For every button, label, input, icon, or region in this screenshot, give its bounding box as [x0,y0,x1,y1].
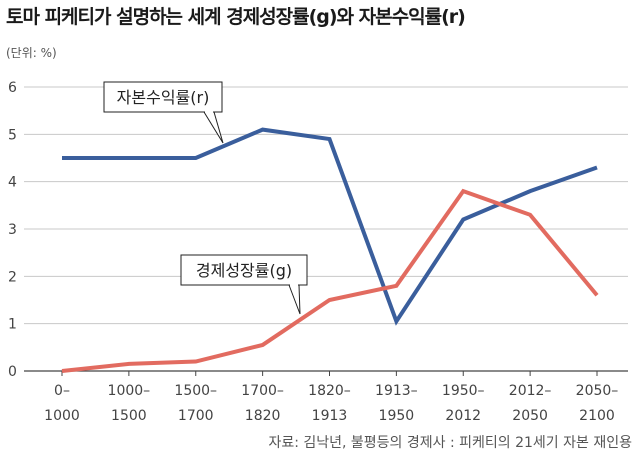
gridlines [24,86,628,372]
x-tick-label: 0– 1000 [44,383,80,424]
x-tick-label: 1700– 1820 [241,383,284,424]
y-axis-tick-labels: 0 1 2 3 4 5 6 [8,80,17,380]
x-tick-label: 1820– 1913 [308,383,351,424]
x-tick-label: 1913– 1950 [375,383,418,424]
x-tick-label: 2012– 2050 [509,383,552,424]
unit-label: (단위: %) [6,46,57,60]
x-axis-tick-labels: 0– 1000 1000– 1500 1500– 1700 1700– 1820 1820– 19… [44,371,618,424]
series-callouts: 자본수익률(r) 경제성장률(g) [103,81,308,315]
x-tick-label-line: 2012– [509,383,552,399]
y-tick-label: 2 [8,269,17,285]
x-tick-label-line: 1820– [308,383,351,399]
x-tick-label: 1950– 2012 [442,383,485,424]
x-tick-label-line: 1500– [174,383,217,399]
x-tick-label-line: 1500 [111,408,147,424]
x-tick-label-line: 1700 [178,408,214,424]
x-tick-label-line: 1000– [108,383,151,399]
y-tick-label: 4 [8,175,17,191]
g-callout-label: 경제성장률(g) [196,261,292,280]
x-tick-label: 1500– 1700 [174,383,217,424]
y-tick-label: 0 [8,364,17,380]
y-tick-label: 3 [8,222,17,238]
y-tick-label: 6 [8,80,17,96]
chart-title: 토마 피케티가 설명하는 세계 경제성장률(g)와 자본수익률(r) [6,6,466,28]
x-tick-label-line: 2050– [576,383,619,399]
g-callout-leader [288,284,301,315]
x-tick-label-line: 1950– [442,383,485,399]
x-tick-label-line: 2050 [512,408,548,424]
source-note: 자료: 김낙년, 불평등의 경제사 : 피케티의 21세기 자본 재인용 [268,435,632,451]
x-tick-label-line: 2012 [445,408,481,424]
x-tick-label-line: 1700– [241,383,284,399]
r-callout-label: 자본수익률(r) [117,88,210,107]
r-series-line [62,127,598,326]
r-callout-leader [203,111,224,144]
r-callout-box [103,81,223,113]
g-callout-box [180,254,308,286]
y-tick-label: 1 [8,317,17,333]
x-tick-label: 1000– 1500 [108,383,151,424]
x-tick-label-line: 1820 [245,408,281,424]
y-tick-label: 5 [8,127,17,143]
x-tick-label: 2050– 2100 [576,383,619,424]
x-tick-label-line: 1913– [375,383,418,399]
g-series-line [61,188,599,373]
x-tick-label-line: 1000 [44,408,80,424]
x-tick-label-line: 2100 [579,408,615,424]
x-tick-label-line: 0– [54,383,70,399]
x-tick-label-line: 1950 [379,408,415,424]
x-tick-label-line: 1913 [312,408,348,424]
series-lines [61,127,599,373]
